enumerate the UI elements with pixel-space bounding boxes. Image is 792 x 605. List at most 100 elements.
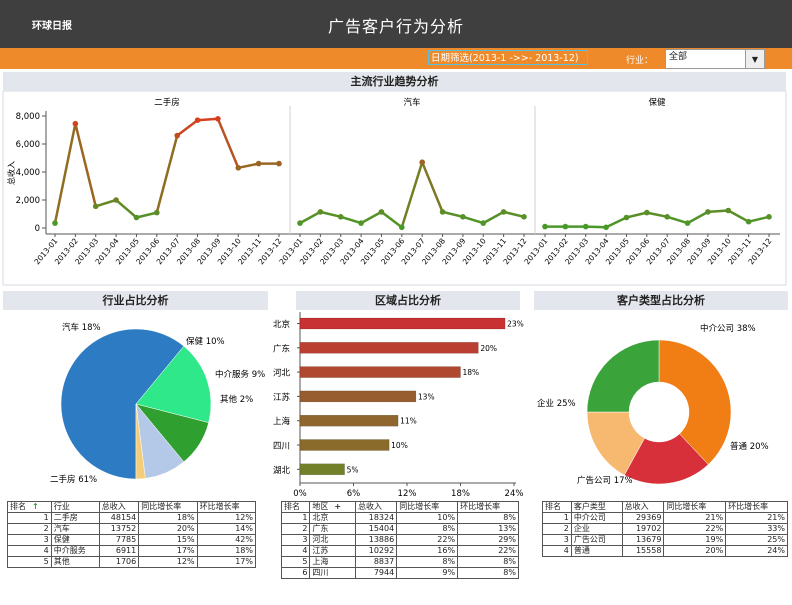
industry-pie-label: 汽车 18% xyxy=(62,322,101,333)
table-cell: 上海 xyxy=(309,556,356,568)
trend-series-title: 二手房 xyxy=(154,97,180,108)
region-bar-value: 23% xyxy=(507,320,524,329)
industry-pie-slice xyxy=(60,328,185,480)
table-cell: 保健 xyxy=(50,534,100,546)
region-bar xyxy=(299,366,461,378)
table-cell: 北京 xyxy=(309,512,356,524)
trend-line-segment xyxy=(503,210,525,219)
trend-line-segment xyxy=(216,118,240,169)
trend-point xyxy=(562,223,569,230)
region-bar xyxy=(299,463,345,476)
trend-line-segment xyxy=(727,209,750,223)
table-header-cell[interactable]: 排名 ↑ xyxy=(7,501,52,513)
region-xtick-label: 18% xyxy=(451,489,470,499)
table-header-cell[interactable]: 地区 + xyxy=(309,501,356,513)
table-cell: 25% xyxy=(725,534,788,546)
table-row: 6 四川 7944 9% 8% xyxy=(280,567,519,579)
table-row: 2 汽车 13752 20% 14% xyxy=(7,523,257,535)
trend-line-segment xyxy=(380,210,403,229)
date-range-filter[interactable]: 日期筛选(2013-1 ->>- 2013-12) xyxy=(428,50,588,65)
table-row: 5 其他 1706 12% 17% xyxy=(7,556,257,568)
table-cell: 33% xyxy=(725,523,788,535)
trend-point xyxy=(439,209,446,215)
region-table: 排名 地区 + 总收入 同比增长率 环比增长率 1 北京 18324 10% 8% 2 广东 15404 8… xyxy=(280,501,519,579)
table-cell: 8837 xyxy=(354,556,398,568)
table-header-cell[interactable]: 同比增长率 xyxy=(396,501,459,513)
trend-line-segment xyxy=(646,211,668,219)
trend-line-segment xyxy=(197,117,218,122)
table-cell: 24% xyxy=(725,545,788,557)
table-header-cell[interactable]: 排名 xyxy=(542,501,572,513)
table-header-cell[interactable]: 排名 xyxy=(280,501,311,513)
table-cell: 6 xyxy=(280,567,311,579)
table-header-cell[interactable]: 同比增长率 xyxy=(663,501,727,513)
table-header-cell[interactable]: 环比增长率 xyxy=(196,501,257,513)
region-title: 区域占比分析 xyxy=(296,291,520,310)
region-category-label: 河北 xyxy=(273,368,291,379)
table-cell: 四川 xyxy=(309,567,356,579)
table-cell: 13679 xyxy=(621,534,665,546)
trend-line-segment xyxy=(320,210,342,219)
table-cell: 13% xyxy=(457,523,519,535)
table-cell: 7944 xyxy=(354,567,398,579)
region-category-label: 上海 xyxy=(273,416,291,427)
table-header-cell[interactable]: 环比增长率 xyxy=(725,501,788,513)
table-header-cell[interactable]: 总收入 xyxy=(621,501,665,513)
table-header-cell[interactable]: 总收入 xyxy=(354,501,398,513)
trend-point xyxy=(500,209,507,215)
trend-ytick-label: 2,000 xyxy=(16,196,40,206)
region-category-label: 江苏 xyxy=(273,392,291,403)
trend-point xyxy=(644,209,650,216)
table-cell: 广东 xyxy=(309,523,356,535)
table-cell: 7785 xyxy=(98,534,140,546)
table-cell: 企业 xyxy=(570,523,623,535)
table-cell: 42% xyxy=(196,534,257,546)
sort-up-icon[interactable]: ↑ xyxy=(32,502,39,511)
table-cell: 14% xyxy=(196,523,257,535)
trend-point xyxy=(521,214,527,220)
table-header-cell[interactable]: 总收入 xyxy=(98,501,140,513)
table-cell: 20% xyxy=(138,523,198,535)
table-header-row: 排名 地区 + 总收入 同比增长率 环比增长率 xyxy=(280,501,519,513)
trend-line-segment xyxy=(482,210,505,225)
table-cell: 1 xyxy=(280,512,311,524)
table-header-cell[interactable]: 环比增长率 xyxy=(457,501,519,513)
table-cell: 21% xyxy=(725,512,788,524)
table-cell: 5 xyxy=(280,556,311,568)
customer-donut-label: 普通 20% xyxy=(730,441,769,452)
region-category-label: 广东 xyxy=(273,343,290,354)
table-header-cell[interactable]: 同比增长率 xyxy=(138,501,198,513)
trend-line-segment xyxy=(238,162,259,170)
table-header-cell[interactable]: 行业 xyxy=(50,501,100,513)
industry-select[interactable]: 全部 ▼ xyxy=(665,49,765,69)
table-cell: 22% xyxy=(663,523,727,535)
table-cell: 17% xyxy=(138,545,198,557)
plus-icon[interactable]: + xyxy=(334,502,342,511)
table-cell: 中介公司 xyxy=(570,512,623,524)
trend-line-segment xyxy=(421,161,444,213)
region-category-label: 四川 xyxy=(273,442,290,452)
table-row: 2 广东 15404 8% 13% xyxy=(280,523,519,535)
region-bar-chart: 0% 6% 12% 18% 24% 23% 北京 20% 广东 18% 河北 13% 江苏 11% 上海 10… xyxy=(273,312,524,499)
region-xtick-label: 12% xyxy=(398,489,417,499)
trend-line-segment xyxy=(360,210,383,225)
region-bar xyxy=(299,439,390,451)
table-cell: 8% xyxy=(457,567,519,579)
table-cell: 12% xyxy=(138,556,198,568)
region-bar-value: 20% xyxy=(480,344,497,353)
chevron-down-icon[interactable]: ▼ xyxy=(745,50,764,68)
region-category-label: 北京 xyxy=(273,319,290,330)
trend-point xyxy=(684,220,691,226)
table-header-cell[interactable]: 客户类型 xyxy=(570,501,623,513)
trend-point xyxy=(542,223,548,230)
table-cell: 4 xyxy=(280,545,311,557)
trend-line-segment xyxy=(176,119,199,137)
trend-line-segment xyxy=(95,198,117,208)
trend-line-segment xyxy=(585,225,607,229)
table-cell: 22% xyxy=(396,534,459,546)
table-cell: 8% xyxy=(396,523,459,535)
trend-line-segment xyxy=(155,135,179,213)
table-cell: 15404 xyxy=(354,523,398,535)
table-cell: 4 xyxy=(7,545,52,557)
